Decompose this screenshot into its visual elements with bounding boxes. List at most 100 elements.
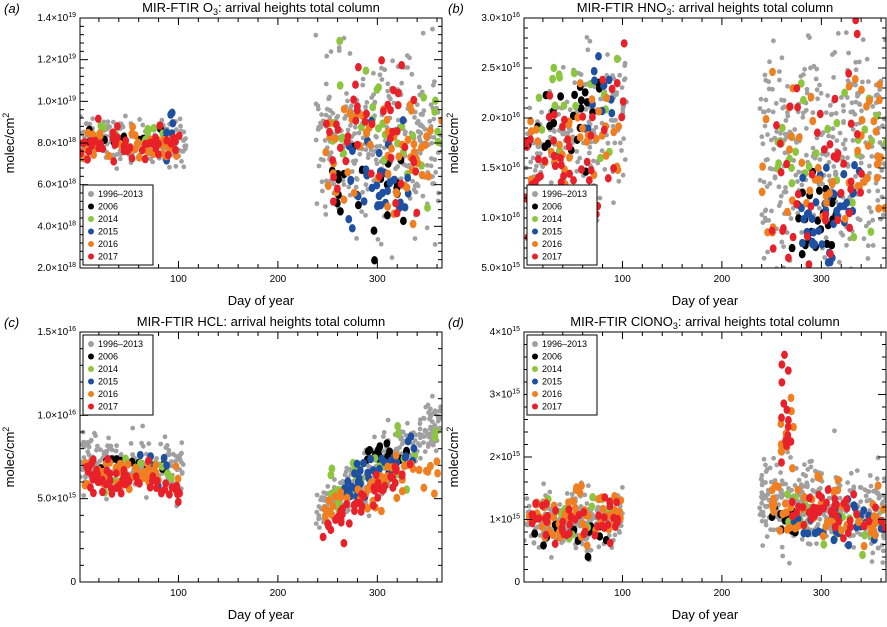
point-1996–2013 <box>320 496 326 502</box>
point-1996–2013 <box>315 103 321 109</box>
y-tick-label: 5.0×1015 <box>37 493 76 505</box>
point-1996–2013 <box>796 169 802 175</box>
point-2006 <box>557 92 564 101</box>
point-2017 <box>860 521 868 531</box>
legend-label: 2015 <box>98 377 118 387</box>
point-2016 <box>105 151 113 161</box>
point-2017 <box>843 495 850 505</box>
point-1996–2013 <box>610 123 616 129</box>
point-2014 <box>812 149 820 158</box>
point-2017 <box>789 512 796 521</box>
point-1996–2013 <box>104 496 109 502</box>
point-2015 <box>364 468 372 478</box>
point-2017 <box>117 489 125 498</box>
legend-marker <box>532 216 538 222</box>
point-1996–2013 <box>347 51 353 56</box>
legend-label: 1996–2013 <box>98 189 143 199</box>
point-1996–2013 <box>584 35 590 40</box>
point-2016 <box>583 541 591 550</box>
point-1996–2013 <box>328 49 334 54</box>
point-2017 <box>828 508 836 517</box>
point-2017 <box>820 145 828 154</box>
legend-label: 2014 <box>542 214 562 224</box>
point-2017 <box>541 156 549 165</box>
point-1996–2013 <box>863 493 869 499</box>
point-2017 <box>535 514 543 523</box>
point-1996–2013 <box>793 172 799 178</box>
point-1996–2013 <box>531 540 537 546</box>
point-2016 <box>527 127 535 136</box>
point-1996–2013 <box>323 212 329 217</box>
point-2016 <box>152 461 160 470</box>
point-2017 <box>112 138 120 147</box>
point-1996–2013 <box>763 462 768 468</box>
point-2015 <box>367 454 374 464</box>
point-2017 <box>778 360 786 369</box>
point-1996–2013 <box>315 278 320 283</box>
point-2017 <box>579 112 587 121</box>
point-2017 <box>795 502 802 511</box>
point-2015 <box>404 173 412 182</box>
point-1996–2013 <box>762 208 768 214</box>
point-1996–2013 <box>418 111 424 117</box>
point-2016 <box>399 487 406 496</box>
point-1996–2013 <box>381 430 387 435</box>
point-2014 <box>424 203 431 212</box>
point-1996–2013 <box>800 114 806 120</box>
legend-marker <box>88 253 94 260</box>
y-tick-label: 1.2×1019 <box>37 54 76 66</box>
point-1996–2013 <box>823 110 829 115</box>
point-2016 <box>571 503 579 513</box>
point-2014 <box>394 422 402 431</box>
point-1996–2013 <box>313 521 319 526</box>
point-1996–2013 <box>428 163 434 169</box>
point-2006 <box>577 96 585 105</box>
point-1996–2013 <box>323 81 329 87</box>
point-2016 <box>579 124 586 133</box>
point-1996–2013 <box>757 177 763 183</box>
point-2015 <box>799 238 806 248</box>
point-2017 <box>158 489 165 498</box>
point-1996–2013 <box>181 129 187 135</box>
point-2016 <box>787 132 795 141</box>
point-1996–2013 <box>759 482 765 488</box>
point-2017 <box>779 226 786 235</box>
point-1996–2013 <box>417 123 423 128</box>
point-1996–2013 <box>875 490 881 496</box>
point-2006 <box>540 541 547 550</box>
point-1996–2013 <box>807 35 812 40</box>
point-1996–2013 <box>804 90 810 96</box>
legend-label: 2016 <box>98 239 118 249</box>
point-1996–2013 <box>587 38 593 44</box>
point-2015 <box>860 506 868 515</box>
point-2015 <box>349 146 356 155</box>
point-1996–2013 <box>763 97 769 103</box>
point-2016 <box>135 153 143 162</box>
point-2016 <box>425 172 433 181</box>
point-2016 <box>395 152 403 161</box>
point-2017 <box>614 514 621 524</box>
x-tick-label: 300 <box>813 274 830 285</box>
point-1996–2013 <box>539 109 544 115</box>
y-tick-label: 1.4×1019 <box>37 12 76 24</box>
point-2016 <box>116 459 124 469</box>
point-2017 <box>397 179 405 188</box>
point-1996–2013 <box>417 138 423 143</box>
y-tick-label: 4×1015 <box>490 326 520 338</box>
point-2016 <box>854 146 861 156</box>
point-1996–2013 <box>870 243 876 248</box>
point-2017 <box>587 131 595 140</box>
point-1996–2013 <box>382 67 388 73</box>
y-tick-label: 0 <box>70 577 76 588</box>
point-1996–2013 <box>858 485 864 491</box>
point-2017 <box>551 539 559 548</box>
point-2017 <box>824 485 832 494</box>
point-2017 <box>821 288 828 296</box>
point-2014 <box>820 540 828 549</box>
point-1996–2013 <box>591 128 596 133</box>
point-1996–2013 <box>395 164 401 169</box>
point-2017 <box>368 119 376 129</box>
point-2016 <box>798 158 806 167</box>
point-1996–2013 <box>524 538 527 543</box>
point-1996–2013 <box>582 492 588 498</box>
